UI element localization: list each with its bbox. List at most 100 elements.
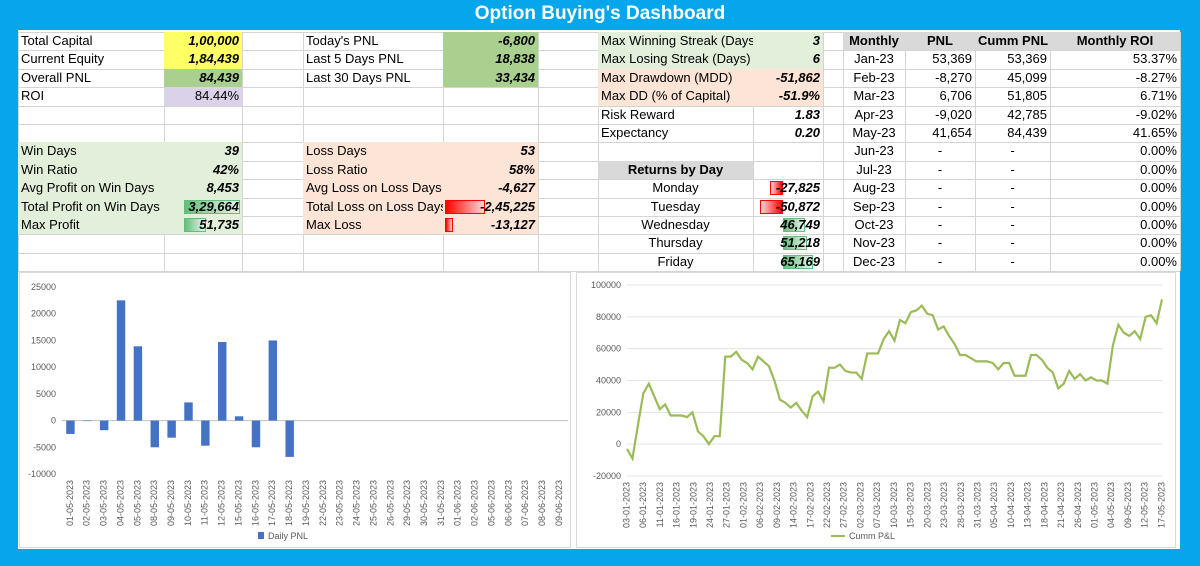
monthly-cell: May-23 [852,125,896,140]
summary-value: 1,84,439 [164,50,242,69]
pnl-bar [116,300,126,421]
weekday-return: -27,825 [753,179,823,197]
x-tick-label: 07-03-2023 [872,482,882,528]
y-tick-label: 20000 [31,309,56,319]
monthly-cell: - [937,217,943,232]
x-tick-label: 26-05-2023 [385,480,395,526]
grid-row-line [18,124,1180,125]
win-label: Win Days [18,142,164,161]
databar-red [445,199,485,214]
monthly-cell: 0.00% [1140,217,1177,232]
grid-col-line [905,32,906,272]
x-tick-label: 16-01-2023 [672,482,682,528]
pnl-bar [133,346,143,421]
loss-label: Total Loss on Loss Days [303,197,443,216]
monthly-header: PNL [905,32,975,51]
x-tick-label: 11-01-2023 [655,482,665,527]
x-tick-label: 29-05-2023 [402,480,412,526]
x-tick-label: 06-02-2023 [755,482,765,528]
weekday-return-text: 46,749 [780,217,820,232]
pnl-bar [99,420,109,431]
monthly-cell: Aug-23 [853,180,895,196]
monthly-cell: 6.71% [1140,88,1177,104]
monthly-header: Monthly ROI [1050,32,1180,51]
monthly-cell: 0.00% [1140,235,1177,251]
databar-red [445,218,453,232]
monthly-cell: - [937,253,943,269]
daily-pnl-chart: -10000 -5000 0 5000 10000 15000 20000 25000 01-0… [19,272,571,548]
legend-swatch [258,532,264,539]
summary-label: Total Capital [21,33,93,48]
recent-value: 33,434 [443,68,538,88]
summary-label: Overall PNL [21,69,92,85]
pnl-bar [150,420,159,448]
loss-label: Max Loss [303,216,443,235]
x-tick-label: 28-03-2023 [956,482,966,528]
weekday-return: 65,169 [753,253,823,271]
risk-value: -51,862 [753,68,823,88]
databar-red [770,181,783,196]
win-value: 39 [164,142,242,161]
databar-green [184,199,240,214]
recent-label: Last 30 Days PNL [306,69,411,85]
dashboard-panel: Total Capital 1,00,000 Current Equity 1,84,… [18,30,1181,549]
y-tick-label: 0 [616,439,621,449]
returns-by-day-header: Returns by Day [598,160,753,180]
monthly-cell: 6,706 [939,88,972,104]
win-value-text: 51,735 [199,217,239,232]
risk-value: 1.83 [794,106,820,122]
monthly-cell: - [937,143,943,159]
win-value: 3,29,664 [164,197,242,216]
cumm-pnl-line [626,299,1164,462]
monthly-cell: 0.00% [1140,180,1177,196]
y-tick-label: -20000 [593,471,621,481]
monthly-cell: 84,439 [1007,125,1047,140]
x-tick-label: 09-06-2023 [554,480,564,526]
y-tick-label: 10000 [31,362,56,372]
monthly-cell: 53,369 [1007,51,1047,67]
x-tick-label: 09-05-2023 [1123,482,1133,528]
weekday-return-text: 65,169 [780,253,820,269]
weekday-return: -50,872 [753,198,823,216]
grid-col-line [753,32,754,272]
grid-col-line [1180,32,1181,272]
monthly-cell: 53.37% [1132,51,1177,67]
grid-row-line [18,234,1180,236]
x-tick-label: 09-02-2023 [772,482,782,528]
pnl-bar [184,402,193,421]
monthly-cell: 0.00% [1140,253,1177,269]
y-tick-label: 25000 [31,282,56,292]
recent-label: Today's PNL [306,33,379,48]
grid-row-line [18,216,1180,217]
x-tick-label: 10-05-2023 [183,480,193,526]
x-tick-label: 09-05-2023 [166,480,176,526]
monthly-cell: -9,020 [935,106,972,122]
databar-green [783,236,807,251]
weekday-label: Thursday [648,235,703,251]
summary-label: Current Equity [21,51,105,67]
cumm-pnl-chart: -20000 0 20000 40000 60000 80000 100000 03-01-2… [576,272,1176,548]
loss-value-text: 53 [520,143,535,159]
monthly-cell: - [937,198,943,214]
x-tick-label: 27-02-2023 [839,482,849,528]
summary-value: 1,00,000 [164,32,242,51]
loss-value: -2,45,225 [443,197,538,216]
daily-pnl-svg: -10000 -5000 0 5000 10000 15000 20000 25000 01-0… [28,282,568,541]
win-value: 8,453 [164,179,242,198]
monthly-cell: 45,099 [1007,69,1047,85]
y-tick-label: 60000 [596,344,621,354]
monthly-cell: Jul-23 [856,161,892,177]
loss-value: -13,127 [443,216,538,235]
monthly-cell: Nov-23 [853,235,895,251]
loss-value-text: 58% [508,161,535,177]
monthly-cell: - [937,161,943,177]
summary-label: ROI [21,88,45,104]
x-tick-label: 01-06-2023 [453,480,463,526]
loss-value: -4,627 [443,179,538,198]
monthly-cell: 0.00% [1140,198,1177,214]
risk-label: Max Drawdown (MDD) [598,68,753,88]
monthly-cell: 42,785 [1007,106,1047,122]
x-tick-label: 08-06-2023 [537,480,547,526]
grid-row-line [18,252,1180,254]
monthly-cell: 0.00% [1140,161,1177,177]
